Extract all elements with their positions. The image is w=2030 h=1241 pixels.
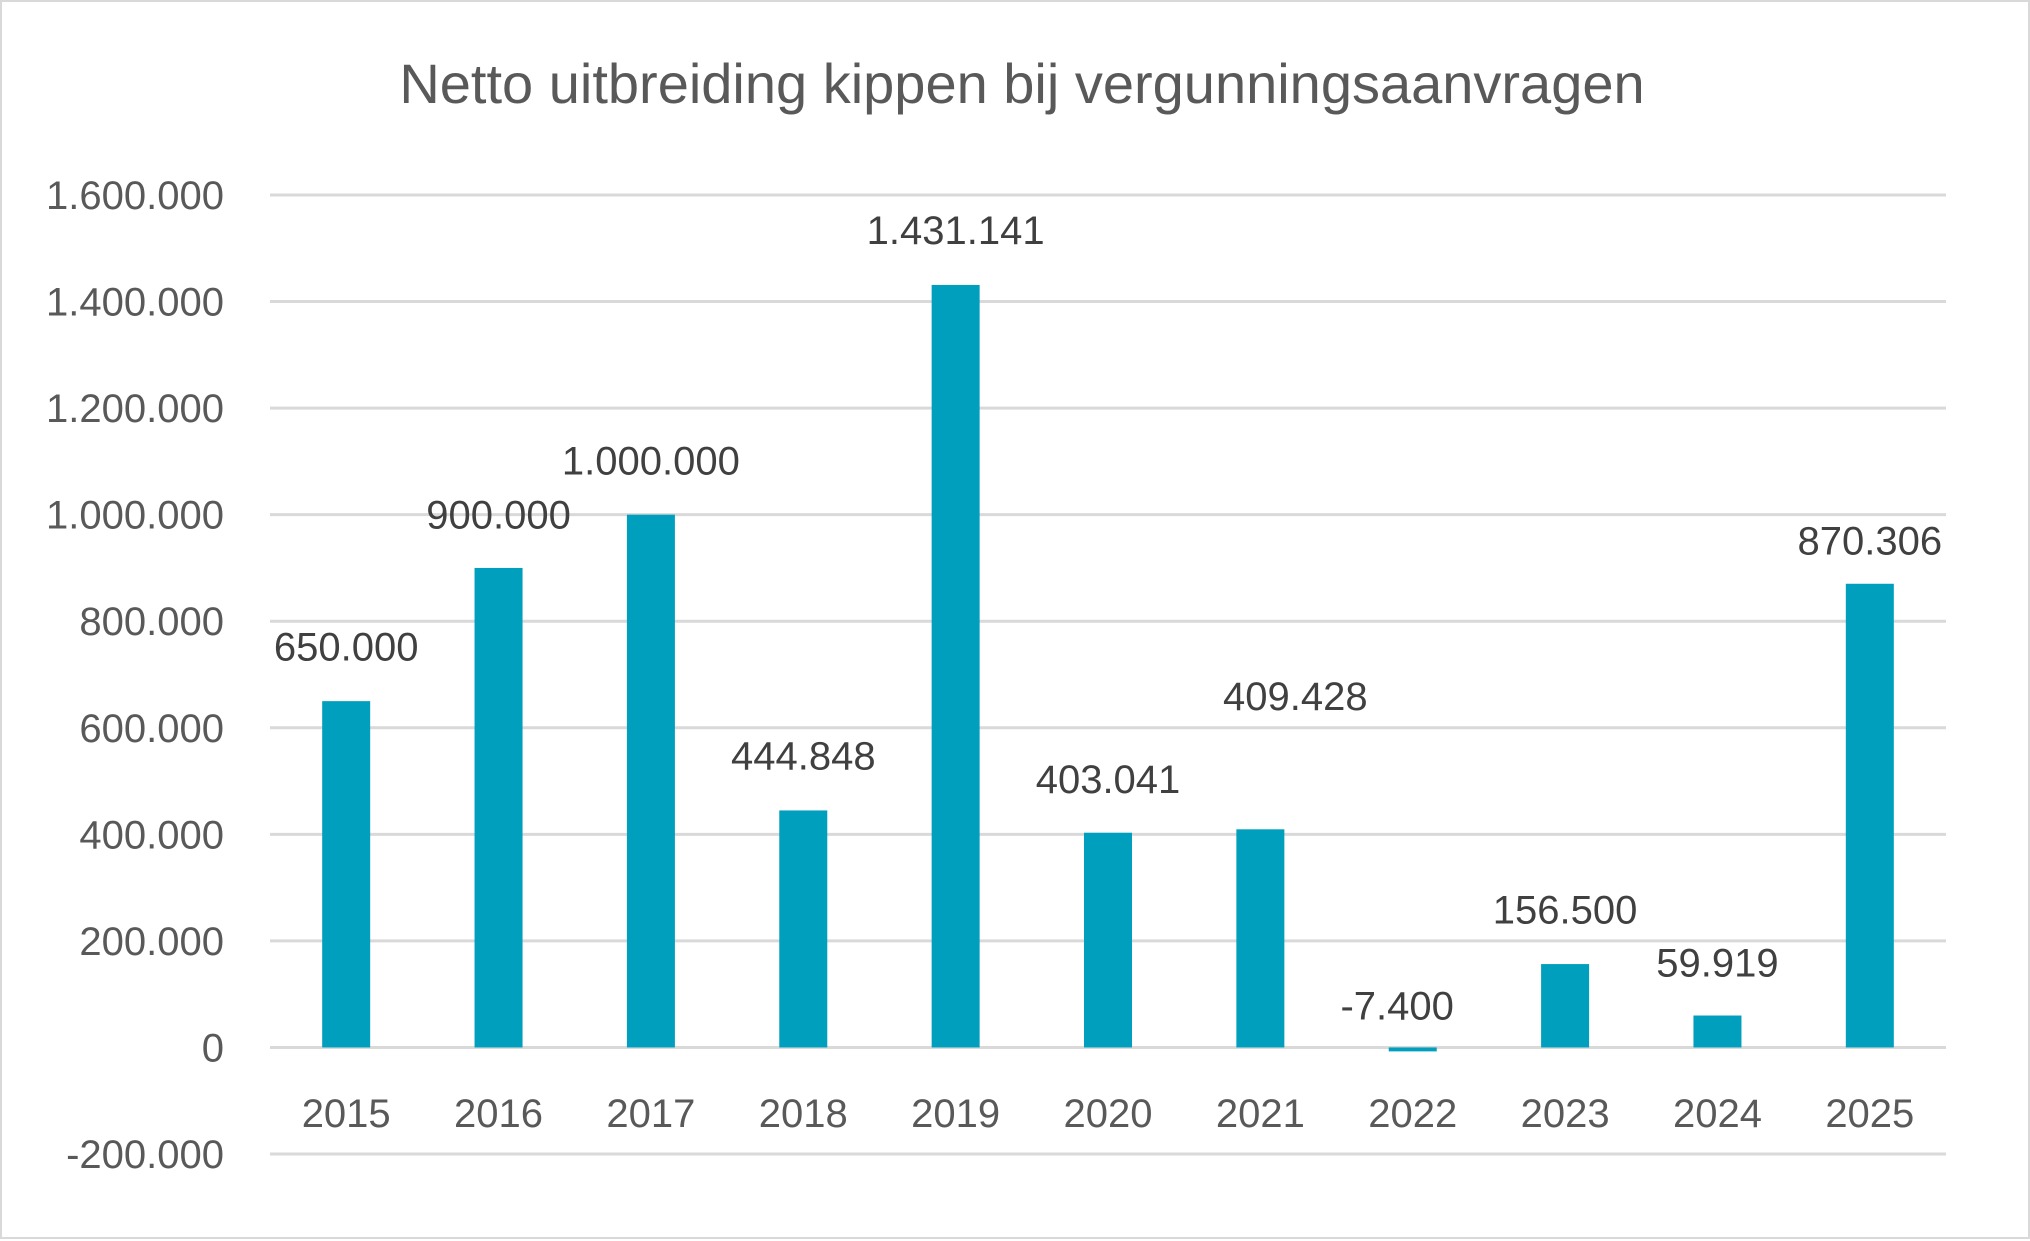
- y-tick-label: 1.000.000: [46, 494, 224, 538]
- bar-2015: [322, 701, 371, 1048]
- data-label: 156.500: [1493, 889, 1638, 933]
- x-tick-label: 2023: [1521, 1092, 1610, 1136]
- x-tick-label: 2019: [911, 1092, 1000, 1136]
- x-tick-label: 2021: [1216, 1092, 1305, 1136]
- x-tick-label: 2022: [1368, 1092, 1457, 1136]
- data-label: 1.000.000: [562, 439, 740, 483]
- x-tick-label: 2020: [1064, 1092, 1153, 1136]
- x-tick-label: 2018: [759, 1092, 848, 1136]
- bar-2025: [1845, 583, 1894, 1048]
- bar-2016: [474, 567, 523, 1048]
- bar-2019: [931, 284, 980, 1048]
- data-label: 650.000: [274, 626, 419, 670]
- bar-2024: [1693, 1015, 1742, 1048]
- data-labels: 650.000 900.000 1.000.000 444.848 1.431.141 4…: [274, 209, 1942, 1028]
- y-tick-label: 800.000: [79, 600, 224, 644]
- y-tick-label: 200.000: [79, 920, 224, 964]
- x-tick-label: 2017: [606, 1092, 695, 1136]
- y-tick-label: -200.000: [66, 1133, 224, 1177]
- gridlines: [270, 193, 1946, 1156]
- x-axis-labels: 2015 2016 2017 2018 2019 2020 2021 2022 2023 2024…: [302, 1092, 1915, 1136]
- bar-2017: [626, 514, 675, 1048]
- bar-2020: [1084, 832, 1132, 1048]
- x-tick-label: 2015: [302, 1092, 391, 1136]
- data-label: -7.400: [1340, 984, 1453, 1028]
- y-axis-labels: -200.000 0 200.000 400.000 600.000 800.000 1.0…: [46, 174, 224, 1177]
- data-label: 900.000: [426, 494, 571, 538]
- data-label: 1.431.141: [867, 209, 1045, 253]
- y-tick-label: 1.600.000: [46, 174, 224, 218]
- x-tick-label: 2025: [1825, 1092, 1914, 1136]
- x-tick-label: 2016: [454, 1092, 543, 1136]
- y-tick-label: 0: [202, 1026, 224, 1070]
- data-label: 870.306: [1798, 520, 1943, 564]
- x-tick-label: 2024: [1673, 1092, 1762, 1136]
- bar-2023: [1541, 964, 1590, 1048]
- y-tick-label: 400.000: [79, 813, 224, 857]
- y-tick-label: 1.400.000: [46, 281, 224, 325]
- bar-2022: [1388, 1047, 1437, 1052]
- bar-2018: [779, 810, 828, 1048]
- bars: [322, 284, 1894, 1052]
- y-tick-label: 600.000: [79, 707, 224, 751]
- bar-2021: [1236, 829, 1285, 1048]
- data-label: 444.848: [731, 734, 876, 778]
- y-tick-label: 1.200.000: [46, 387, 224, 431]
- data-label: 403.041: [1036, 758, 1181, 802]
- data-label: 409.428: [1223, 675, 1368, 719]
- chart-title: Netto uitbreiding kippen bij vergunnings…: [399, 52, 1644, 115]
- data-label: 59.919: [1656, 942, 1778, 986]
